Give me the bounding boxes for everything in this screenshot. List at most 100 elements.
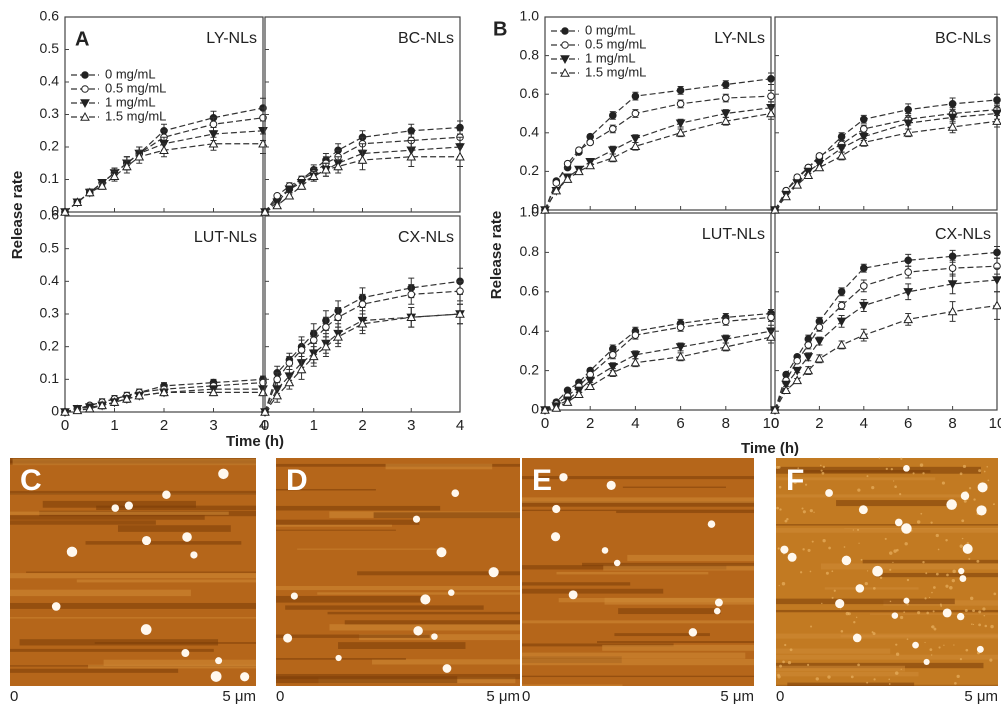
x-tick-label: 2 bbox=[160, 417, 168, 434]
afm-speck bbox=[843, 546, 846, 548]
y-tick-label: 0.2 bbox=[40, 138, 60, 154]
afm-speck bbox=[933, 586, 936, 589]
data-point bbox=[767, 92, 775, 100]
series-line bbox=[264, 280, 461, 413]
y-tick-label: 0.6 bbox=[520, 283, 540, 299]
afm-speck bbox=[971, 623, 973, 626]
afm-speck bbox=[856, 528, 860, 531]
afm-speck bbox=[930, 521, 933, 524]
data-point bbox=[109, 171, 120, 180]
afm-speck bbox=[900, 668, 902, 670]
image-label: E bbox=[532, 464, 552, 497]
afm-speck bbox=[935, 533, 939, 538]
afm-particle bbox=[707, 520, 716, 528]
afm-speck bbox=[809, 509, 813, 513]
series-line bbox=[264, 313, 461, 413]
data-point bbox=[322, 323, 330, 331]
afm-particle bbox=[894, 518, 903, 527]
series-line bbox=[64, 107, 264, 213]
data-point bbox=[406, 151, 417, 161]
legend-label: 1.5 mg/mL bbox=[105, 108, 166, 123]
afm-speck bbox=[807, 663, 810, 666]
data-point bbox=[358, 300, 367, 309]
afm-particle bbox=[688, 628, 698, 637]
afm-speck bbox=[983, 614, 986, 617]
afm-particle bbox=[111, 504, 120, 512]
afm-speck bbox=[831, 596, 834, 599]
afm-speck bbox=[786, 517, 789, 521]
afm-speck bbox=[804, 483, 808, 486]
data-point bbox=[948, 100, 957, 108]
afm-particle bbox=[552, 504, 561, 514]
series-line bbox=[774, 265, 998, 411]
afm-speck bbox=[924, 641, 926, 644]
afm-speck bbox=[904, 542, 908, 546]
data-point bbox=[904, 256, 913, 265]
data-point bbox=[837, 301, 846, 310]
afm-particle bbox=[559, 473, 568, 482]
afm-particle bbox=[451, 489, 460, 497]
afm-particle bbox=[858, 505, 868, 515]
afm-particle bbox=[442, 664, 452, 673]
afm-speck bbox=[952, 569, 956, 574]
data-point bbox=[792, 179, 803, 189]
afm-speck bbox=[978, 469, 982, 473]
afm-stripe bbox=[776, 665, 906, 672]
data-point bbox=[860, 115, 868, 124]
afm-stripe bbox=[359, 634, 520, 641]
afm-particle bbox=[181, 649, 190, 658]
afm-speck bbox=[820, 464, 822, 467]
afm-stripe bbox=[522, 476, 754, 480]
afm-speck bbox=[807, 548, 811, 552]
afm-speck bbox=[857, 488, 861, 492]
afm-speck bbox=[811, 540, 814, 543]
afm-stripe bbox=[329, 624, 520, 631]
afm-stripe bbox=[824, 587, 919, 590]
x-tick-label: 1 bbox=[110, 417, 118, 434]
afm-speck bbox=[935, 572, 939, 576]
afm-speck bbox=[895, 643, 898, 646]
afm-stripe bbox=[10, 668, 179, 673]
afm-speck bbox=[813, 511, 815, 513]
afm-speck bbox=[894, 485, 897, 489]
afm-speck bbox=[930, 654, 933, 656]
afm-speck bbox=[959, 658, 963, 661]
afm-image bbox=[775, 457, 998, 686]
x-axis-label: Time (h) bbox=[226, 433, 284, 450]
afm-speck bbox=[890, 468, 894, 471]
afm-speck bbox=[987, 479, 990, 482]
data-point bbox=[803, 170, 814, 179]
afm-stripe bbox=[10, 617, 256, 619]
afm-stripe bbox=[627, 554, 754, 562]
afm-speck bbox=[822, 539, 826, 543]
afm-speck bbox=[888, 683, 891, 685]
data-point bbox=[720, 116, 731, 125]
afm-particle bbox=[962, 543, 973, 554]
x-tick-label: 8 bbox=[948, 415, 956, 432]
afm-stripe bbox=[10, 490, 256, 495]
afm-stripe bbox=[820, 563, 998, 570]
data-point bbox=[97, 400, 107, 410]
afm-speck bbox=[986, 466, 989, 468]
legend-marker bbox=[80, 111, 90, 121]
data-point bbox=[676, 100, 685, 108]
afm-speck bbox=[789, 648, 793, 652]
afm-speck bbox=[993, 503, 995, 506]
subplot-title: CX-NLs bbox=[398, 229, 454, 246]
afm-particle bbox=[891, 612, 899, 619]
afm-speck bbox=[889, 568, 892, 571]
afm-speck bbox=[799, 571, 803, 574]
data-point bbox=[675, 343, 686, 352]
afm-speck bbox=[899, 492, 902, 496]
series-line bbox=[64, 382, 264, 413]
afm-speck bbox=[782, 660, 785, 664]
afm-speck bbox=[965, 648, 969, 652]
afm-speck bbox=[839, 608, 842, 610]
series-line bbox=[774, 251, 998, 411]
afm-particle bbox=[959, 575, 967, 582]
data-point bbox=[722, 317, 730, 326]
data-point bbox=[858, 137, 869, 147]
data-point bbox=[770, 404, 780, 414]
data-point bbox=[72, 405, 83, 415]
afm-speck bbox=[976, 559, 980, 563]
